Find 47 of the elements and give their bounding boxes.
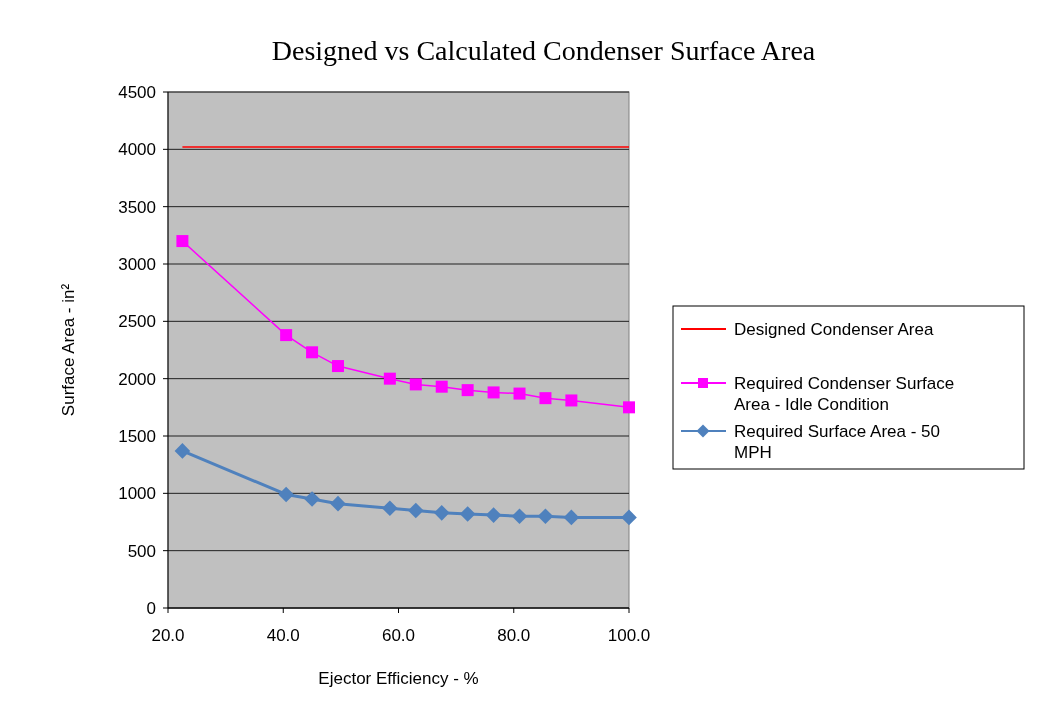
- legend-label: Required Surface Area - 50 MPH: [734, 421, 941, 462]
- point: [330, 495, 346, 512]
- legend-label: Required Condenser Surface Area - Idle Condition: [734, 373, 955, 414]
- point: [513, 387, 526, 400]
- y-tick-label: 1000: [118, 484, 156, 504]
- y-tick-label: 2500: [118, 312, 156, 332]
- x-tick-label: 20.0: [151, 626, 185, 645]
- point: [304, 491, 320, 507]
- point: [278, 486, 294, 503]
- chart-title: Designed vs Calculated Condenser Surface Area: [271, 35, 816, 66]
- point: [383, 372, 396, 385]
- point: [623, 401, 635, 414]
- point: [563, 509, 580, 526]
- y-tick-label: 3000: [118, 254, 156, 274]
- point: [306, 346, 319, 359]
- point: [433, 505, 450, 521]
- point: [461, 384, 474, 397]
- point: [280, 329, 293, 342]
- y-tick-label: 4000: [118, 140, 156, 160]
- point: [409, 378, 422, 391]
- point: [621, 509, 637, 526]
- x-tick-label: 80.0: [497, 626, 531, 645]
- x-axis-title: Ejector Efficiency - %: [318, 669, 479, 688]
- x-tick-label: 40.0: [266, 626, 300, 645]
- point: [511, 508, 528, 525]
- point: [382, 500, 398, 517]
- point: [174, 443, 191, 459]
- point: [565, 394, 578, 407]
- x-tick-label: 100.0: [607, 626, 651, 645]
- point: [407, 502, 424, 519]
- y-tick-label: 1500: [118, 426, 156, 446]
- point: [539, 392, 552, 405]
- point: [331, 360, 344, 373]
- y-tick-label: 500: [127, 541, 156, 561]
- y-axis-title: Surface Area - in²: [59, 283, 78, 417]
- point: [487, 386, 500, 399]
- point: [537, 508, 554, 525]
- point: [176, 235, 189, 248]
- x-tick-label: 60.0: [381, 626, 416, 645]
- point: [485, 507, 502, 523]
- y-tick-label: 2000: [118, 369, 156, 389]
- point: [459, 506, 476, 522]
- y-tick-label: 4500: [118, 82, 156, 102]
- legend-label: Designed Condenser Area: [734, 319, 934, 339]
- y-tick-label: 0: [146, 598, 156, 618]
- y-tick-label: 3500: [118, 197, 156, 217]
- point: [435, 380, 448, 393]
